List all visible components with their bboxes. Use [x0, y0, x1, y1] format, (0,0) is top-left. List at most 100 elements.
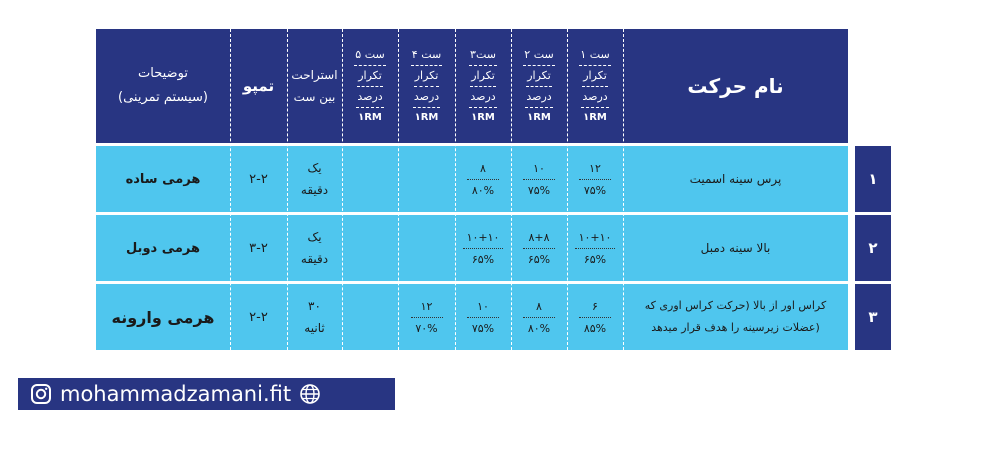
header-set-percent: درصد — [356, 90, 384, 108]
row-rest: یک دقیقه — [287, 146, 342, 212]
globe-icon — [299, 383, 321, 405]
header-set-reps: تکرار — [582, 69, 608, 87]
header-movement-name: نام حرکت — [623, 29, 848, 143]
set-reps: ۱۰+۱۰ — [574, 231, 616, 249]
social-footer: mohammadzamani.fit — [18, 378, 395, 410]
social-handle: mohammadzamani.fit — [60, 382, 292, 406]
row-notes: هرمی ساده — [96, 146, 230, 212]
set-cell: ۱۰ ۷۵% — [511, 146, 567, 212]
header-set-percent: درصد — [469, 90, 497, 108]
header-set-1rm: ۱RM — [527, 111, 551, 123]
set-percent: ۷۵% — [471, 321, 495, 335]
column-divider — [342, 29, 343, 350]
set-cell: ۸ ۸۰% — [511, 284, 567, 350]
header-set-title: ست ۲ — [523, 48, 555, 66]
column-divider — [287, 29, 288, 350]
set-cell: ۱۰+۱۰ ۶۵% — [567, 215, 623, 281]
set-cell: ۸+۸ ۶۵% — [511, 215, 567, 281]
set-cell: ۶ ۸۵% — [567, 284, 623, 350]
header-set-1rm: ۱RM — [583, 111, 607, 123]
set-percent: ۶۵% — [471, 252, 495, 266]
header-set-title: ست ۵ — [354, 48, 386, 66]
instagram-icon — [30, 383, 52, 405]
set-cell — [342, 284, 398, 350]
set-cell — [398, 215, 455, 281]
rest-line1: ۳۰ — [308, 299, 321, 313]
row-tempo: ۲-۲ — [230, 146, 287, 212]
header-notes: توضیحات (سیستم تمرینی) — [96, 29, 230, 143]
row-number-text: ۳ — [868, 308, 878, 326]
movement-name-line1: پرس سینه اسمیت — [689, 172, 782, 186]
row-tempo: ۳-۲ — [230, 215, 287, 281]
set-cell: ۱۲ ۷۰% — [398, 284, 455, 350]
header-set-3: ست۳ تکرار درصد ۱RM — [455, 29, 511, 143]
header-rest: استراحت بین ست — [287, 29, 342, 143]
header-set-1rm: ۱RM — [471, 111, 495, 123]
set-percent: ۷۵% — [527, 183, 551, 197]
column-divider — [230, 29, 231, 350]
set-cell: ۱۲ ۷۵% — [567, 146, 623, 212]
row-number: ۲ — [855, 215, 891, 281]
header-set-title: ست۳ — [469, 48, 497, 66]
set-cell — [342, 146, 398, 212]
set-reps: ۸+۸ — [523, 231, 555, 249]
header-tempo-label: تمپو — [242, 77, 275, 95]
header-set-percent: درصد — [412, 90, 441, 108]
rest-line2: ثانیه — [304, 321, 325, 335]
header-set-5: ست ۵ تکرار درصد ۱RM — [342, 29, 398, 143]
header-set-percent: درصد — [581, 90, 609, 108]
header-set-1rm: ۱RM — [358, 111, 382, 123]
row-number: ۳ — [855, 284, 891, 350]
row-tempo: ۲-۲ — [230, 284, 287, 350]
set-percent: ۸۵% — [583, 321, 607, 335]
header-set-reps: تکرار — [470, 69, 496, 87]
header-set-1rm: ۱RM — [414, 111, 439, 123]
header-tempo: تمپو — [230, 29, 287, 143]
set-reps: ۶ — [579, 300, 611, 318]
set-reps: ۱۲ — [579, 162, 611, 180]
row-movement-name: پرس سینه اسمیت — [623, 146, 848, 212]
column-divider — [511, 29, 512, 350]
set-cell: ۸ ۸۰% — [455, 146, 511, 212]
row-number-text: ۲ — [868, 239, 878, 257]
row-movement-name: کراس اور از بالا (حرکت کراس اوری که عضلات… — [623, 284, 848, 350]
header-movement-label: نام حرکت — [687, 74, 784, 98]
set-reps: ۸ — [467, 162, 499, 180]
header-rest-line2: بین ست — [293, 90, 336, 104]
rest-line2: دقیقه — [300, 183, 329, 197]
header-notes-line2: (سیستم تمرینی) — [118, 90, 208, 105]
set-percent: ۶۵% — [527, 252, 551, 266]
movement-name-line1: بالا سینه دمبل — [700, 241, 771, 255]
row-divider — [96, 213, 848, 214]
set-percent: ۶۵% — [583, 252, 607, 266]
header-set-title: ست ۴ — [410, 48, 443, 66]
rest-line1: یک — [307, 161, 322, 175]
set-percent: ۷۵% — [583, 183, 607, 197]
row-number-text: ۱ — [868, 170, 878, 188]
row-rest: ۳۰ ثانیه — [287, 284, 342, 350]
header-set-reps: تکرار — [526, 69, 552, 87]
header-set-reps: تکرار — [357, 69, 383, 87]
set-cell — [398, 146, 455, 212]
set-cell: ۱۰ ۷۵% — [455, 284, 511, 350]
row-notes: هرمی وارونه — [96, 284, 230, 350]
set-percent: ۷۰% — [415, 321, 438, 335]
tempo-value: ۲-۲ — [249, 171, 268, 187]
set-reps: ۸ — [523, 300, 555, 318]
row-number: ۱ — [855, 146, 891, 212]
set-cell: ۱۰+۱۰ ۶۵% — [455, 215, 511, 281]
header-rest-line1: استراحت — [291, 68, 338, 82]
header-set-4: ست ۴ تکرار درصد ۱RM — [398, 29, 455, 143]
notes-text: هرمی ساده — [125, 171, 201, 187]
header-set-title: ست ۱ — [579, 48, 611, 66]
tempo-value: ۲-۲ — [249, 309, 268, 325]
row-rest: یک دقیقه — [287, 215, 342, 281]
row-divider — [96, 282, 848, 283]
set-reps: ۱۰ — [467, 300, 499, 318]
set-percent: ۸۰% — [471, 183, 495, 197]
rest-line2: دقیقه — [300, 252, 329, 266]
row-notes: هرمی دوبل — [96, 215, 230, 281]
set-percent: ۸۰% — [527, 321, 551, 335]
set-reps: ۱۰ — [523, 162, 555, 180]
set-reps: ۱۰+۱۰ — [462, 231, 504, 249]
